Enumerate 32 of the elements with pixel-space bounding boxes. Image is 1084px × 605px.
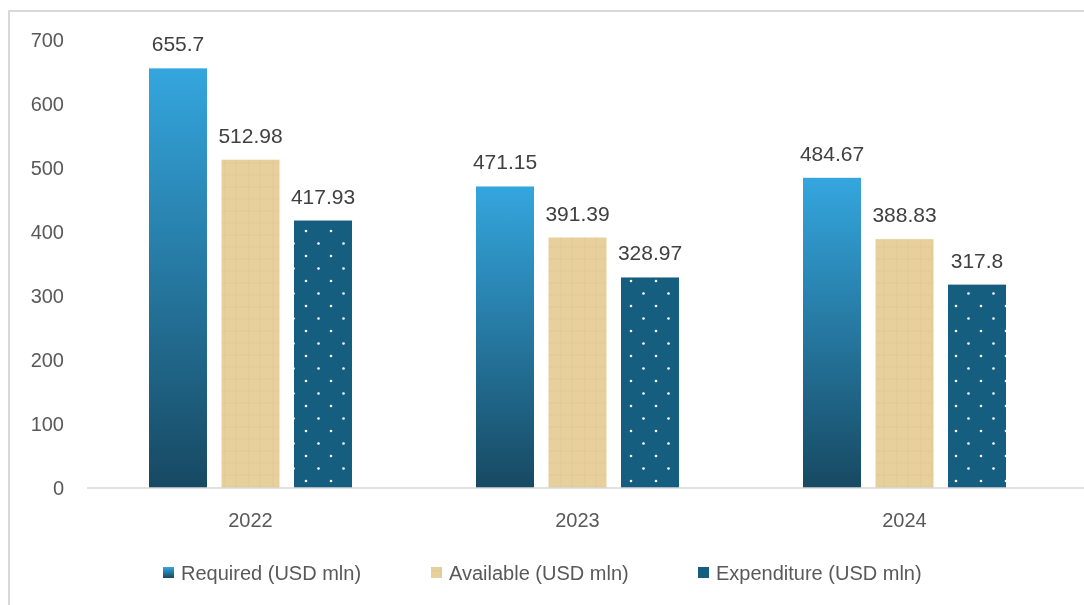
data-label: 388.83 [872,203,937,227]
bar [621,277,679,488]
data-label: 655.7 [151,32,205,56]
y-tick-label: 700 [30,29,64,51]
y-tick-label: 100 [30,413,64,435]
y-tick-label: 500 [30,157,64,179]
bar [875,239,934,488]
x-tick-label: 2023 [555,509,600,531]
data-label: 471.15 [472,150,538,174]
x-tick-label: 2024 [882,509,927,531]
bar [548,237,607,488]
y-tick-label: 0 [52,477,64,499]
y-tick-label: 200 [30,349,64,371]
y-tick-label: 600 [30,93,64,115]
bar [149,68,207,488]
legend-label: Required (USD mln) [181,562,362,584]
data-label: 484.67 [799,141,865,165]
bar [221,159,280,488]
bar [294,220,352,488]
legend-label: Expenditure (USD mln) [716,562,922,584]
x-tick-label: 2022 [228,509,273,531]
legend-label: Available (USD mln) [449,562,629,584]
bar [476,186,534,488]
data-label: 391.39 [545,201,610,225]
data-label: 328.97 [617,241,683,265]
bar [803,177,861,488]
bar [948,284,1006,488]
data-label: 317.8 [950,248,1004,272]
y-tick-label: 300 [30,285,64,307]
data-label: 512.98 [218,123,283,147]
data-label: 417.93 [290,184,356,208]
y-tick-label: 400 [30,221,64,243]
